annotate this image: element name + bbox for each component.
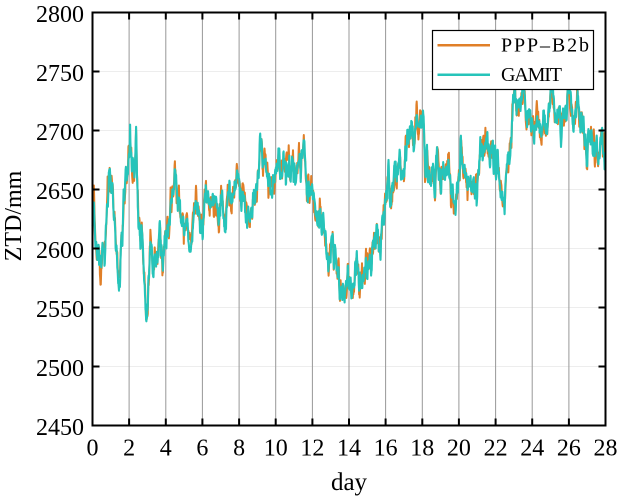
svg-text:PPP–B2b: PPP–B2b — [501, 35, 589, 57]
svg-text:2650: 2650 — [36, 179, 84, 205]
svg-text:12: 12 — [300, 436, 324, 462]
svg-text:day: day — [331, 469, 368, 496]
svg-text:2750: 2750 — [36, 61, 84, 87]
svg-text:2500: 2500 — [36, 356, 84, 382]
svg-text:2: 2 — [123, 436, 135, 462]
svg-text:28: 28 — [594, 436, 618, 462]
svg-text:8: 8 — [233, 436, 245, 462]
svg-text:18: 18 — [410, 436, 434, 462]
svg-text:ZTD/mm: ZTD/mm — [1, 170, 27, 261]
svg-text:24: 24 — [520, 436, 544, 462]
svg-text:2600: 2600 — [36, 238, 84, 264]
svg-text:2800: 2800 — [36, 2, 84, 28]
svg-text:2450: 2450 — [36, 415, 84, 441]
svg-text:16: 16 — [374, 436, 398, 462]
svg-text:0: 0 — [87, 436, 99, 462]
svg-text:14: 14 — [337, 436, 361, 462]
svg-text:2700: 2700 — [36, 120, 84, 146]
svg-text:2550: 2550 — [36, 297, 84, 323]
svg-text:10: 10 — [264, 436, 288, 462]
svg-text:4: 4 — [160, 436, 172, 462]
svg-text:22: 22 — [484, 436, 508, 462]
svg-text:GAMIT: GAMIT — [501, 64, 562, 86]
svg-text:6: 6 — [196, 436, 208, 462]
svg-text:26: 26 — [557, 436, 581, 462]
svg-text:20: 20 — [447, 436, 471, 462]
